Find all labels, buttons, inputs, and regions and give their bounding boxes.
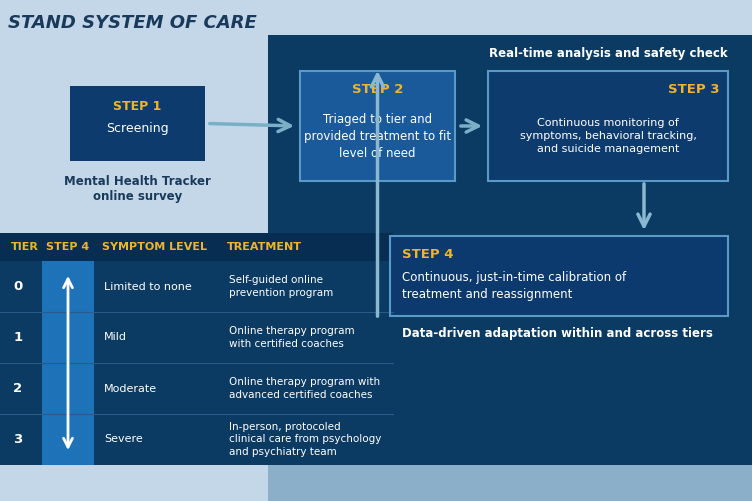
Text: Data-driven adaptation within and across tiers: Data-driven adaptation within and across… [402,328,713,341]
Bar [0,233,393,261]
Text: 1: 1 [14,331,23,344]
Text: TREATMENT: TREATMENT [227,242,302,252]
Text: 3: 3 [14,433,23,446]
Bar [300,71,455,181]
Bar [390,236,728,316]
Bar [70,86,205,161]
Text: Mental Health Tracker
online survey: Mental Health Tracker online survey [64,175,211,203]
Text: TIER: TIER [11,242,39,252]
Text: Mild: Mild [104,333,127,343]
Text: STEP 2: STEP 2 [352,83,403,96]
Bar [300,71,455,181]
Bar [390,236,728,316]
Text: Continuous monitoring of
symptoms, behavioral tracking,
and suicide management: Continuous monitoring of symptoms, behav… [520,118,696,154]
Text: Self-guided online
prevention program: Self-guided online prevention program [229,276,333,298]
Bar [42,261,94,465]
Bar [488,71,728,181]
Text: STEP 4: STEP 4 [47,242,89,252]
Bar [0,233,393,465]
Text: 2: 2 [14,382,23,395]
Bar [488,71,728,181]
Text: SYMPTOM LEVEL: SYMPTOM LEVEL [102,242,207,252]
Text: Limited to none: Limited to none [104,282,192,292]
Text: Real-time analysis and safety check: Real-time analysis and safety check [489,47,727,60]
Text: Severe: Severe [104,434,143,444]
Text: Online therapy program
with certified coaches: Online therapy program with certified co… [229,326,355,349]
Bar [268,35,752,465]
Text: STEP 1: STEP 1 [114,100,162,113]
Text: STEP 4: STEP 4 [402,247,453,261]
Text: STAND SYSTEM OF CARE: STAND SYSTEM OF CARE [8,14,256,32]
Text: Triaged to tier and
provided treatment to fit
level of need: Triaged to tier and provided treatment t… [304,113,451,159]
Text: Online therapy program with
advanced certified coaches: Online therapy program with advanced cer… [229,377,380,400]
Text: STEP 3: STEP 3 [669,83,720,96]
Polygon shape [268,71,300,233]
Text: Screening: Screening [106,122,168,135]
Text: 0: 0 [14,280,23,293]
Bar [268,465,752,501]
Text: Continuous, just-in-time calibration of
treatment and reassignment: Continuous, just-in-time calibration of … [402,271,626,301]
Text: In-person, protocoled
clinical care from psychology
and psychiatry team: In-person, protocoled clinical care from… [229,422,381,457]
Text: Moderate: Moderate [104,383,157,393]
